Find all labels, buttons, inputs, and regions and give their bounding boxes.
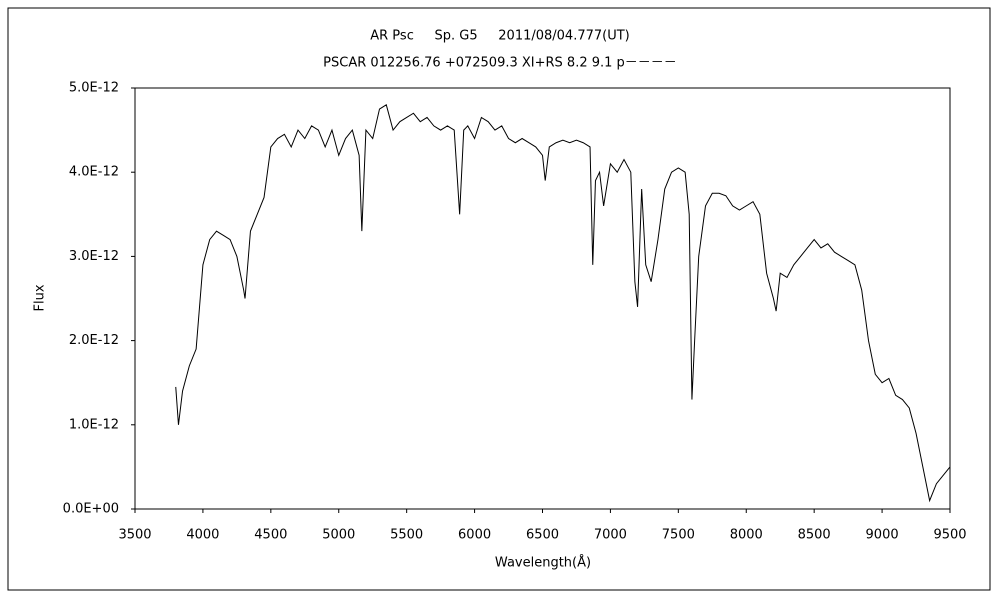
x-axis-label: Wavelength(Å): [495, 555, 591, 571]
chart-subtitle: PSCAR 012256.76 +072509.3 XI+RS 8.2 9.1 …: [323, 56, 677, 71]
x-tick-label: 5000: [322, 528, 355, 543]
x-tick-label: 7000: [594, 528, 627, 543]
y-tick-label: 4.0E-12: [69, 165, 119, 180]
x-tick-label: 9500: [933, 528, 966, 543]
x-tick-label: 4500: [254, 528, 287, 543]
y-tick-label: 5.0E-12: [69, 81, 119, 96]
chart-title: AR Psc Sp. G5 2011/08/04.777(UT): [370, 29, 630, 44]
x-tick-label: 3500: [118, 528, 151, 543]
y-tick-label: 0.0E+00: [63, 502, 119, 517]
x-tick-label: 7500: [662, 528, 695, 543]
x-tick-label: 9000: [866, 528, 899, 543]
y-axis-label: Flux: [33, 284, 48, 311]
frame: [7, 7, 991, 591]
y-tick-label: 1.0E-12: [69, 417, 119, 432]
x-tick-label: 8000: [730, 528, 763, 543]
x-tick-label: 6500: [526, 528, 559, 543]
spectrum-line: [175, 104, 951, 503]
x-tick-label: 4000: [186, 528, 219, 543]
x-tick-label: 6000: [458, 528, 491, 543]
x-tick-label: 8500: [798, 528, 831, 543]
x-tick-label: 5500: [390, 528, 423, 543]
plot-area: [134, 87, 951, 510]
y-tick-label: 2.0E-12: [69, 333, 119, 348]
y-tick-label: 3.0E-12: [69, 249, 119, 264]
